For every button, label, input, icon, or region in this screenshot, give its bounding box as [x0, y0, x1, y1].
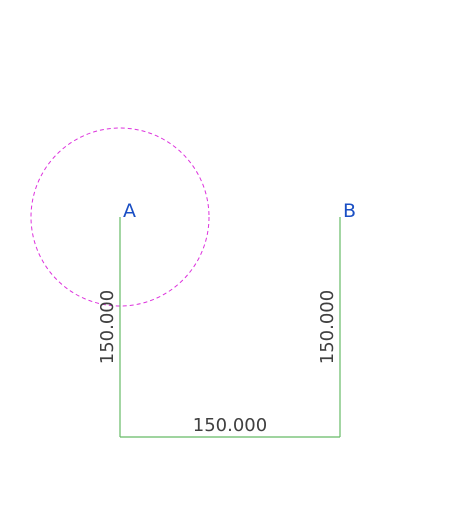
point-label-a: A [123, 200, 136, 222]
dimension-label-bottom-horizontal: 150.000 [193, 415, 267, 436]
dimension-label-right-vertical: 150.000 [317, 290, 338, 364]
dashed-circle-around-a[interactable] [30, 127, 210, 307]
dimension-label-left-vertical: 150.000 [97, 290, 118, 364]
point-label-b: B [343, 200, 356, 222]
